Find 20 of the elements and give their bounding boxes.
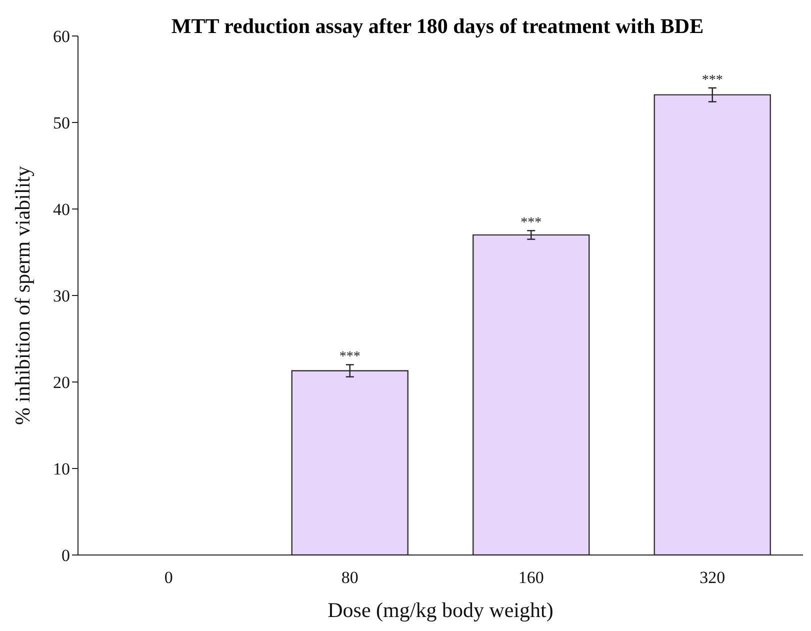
y-tick-label: 50 — [53, 114, 70, 133]
x-tick-label: 80 — [341, 568, 358, 588]
bar — [654, 94, 771, 555]
x-tick-label: 320 — [700, 568, 726, 588]
bar — [472, 234, 590, 555]
y-axis-title: % inhibition of sperm viability — [10, 166, 34, 425]
data-label: *** — [702, 72, 723, 88]
data-label: *** — [520, 216, 542, 231]
y-tick-label: 60 — [53, 27, 70, 46]
y-tick-label: 10 — [53, 460, 70, 479]
chart-title: MTT reduction assay after 180 days of treatment with BDE — [170, 14, 705, 39]
bar — [291, 370, 408, 555]
x-tick-label: 0 — [164, 568, 173, 588]
y-tick-label: 0 — [62, 546, 70, 566]
x-tick-label: 160 — [518, 568, 544, 588]
y-tick-label: 40 — [53, 200, 70, 220]
data-label: *** — [339, 350, 360, 365]
x-axis-title: Dose (mg/kg body weight) — [328, 598, 554, 622]
y-tick-label: 30 — [53, 286, 70, 306]
y-tick-label: 20 — [53, 373, 70, 392]
